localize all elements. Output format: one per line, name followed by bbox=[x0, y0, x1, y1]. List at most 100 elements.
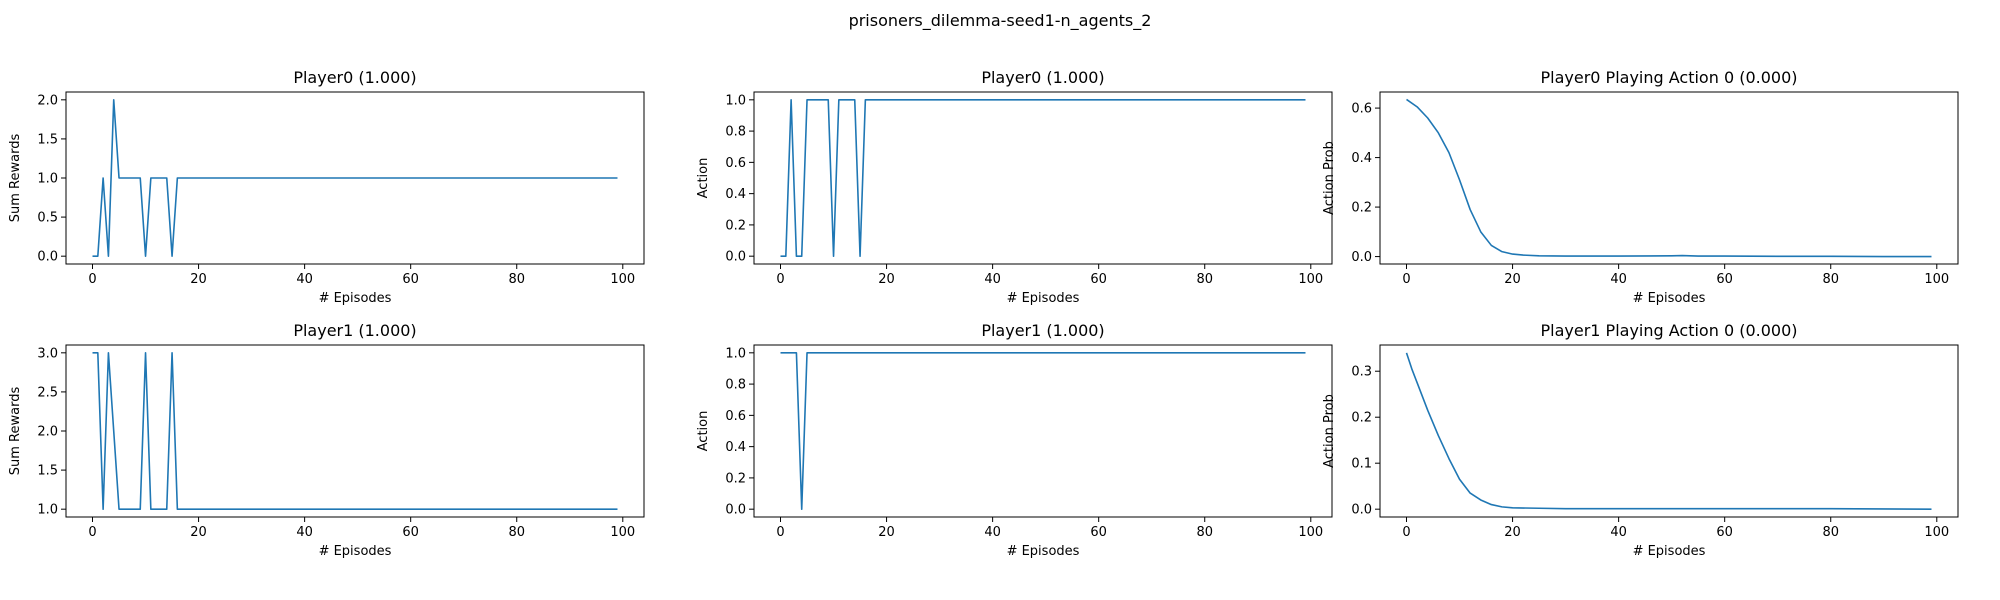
chart-5-ytick-label: 0.0 bbox=[1351, 503, 1372, 518]
chart-0-ylabel: Sum Rewards bbox=[8, 134, 23, 223]
chart-1-xtick-label: 80 bbox=[1196, 272, 1213, 287]
chart-1-xlabel: # Episodes bbox=[1007, 291, 1080, 306]
figure-suptitle: prisoners_dilemma-seed1-n_agents_2 bbox=[849, 11, 1152, 31]
chart-4-ytick-label: 0.2 bbox=[725, 471, 746, 486]
chart-3-xtick-label: 40 bbox=[296, 525, 313, 540]
chart-4-xlabel: # Episodes bbox=[1007, 544, 1080, 559]
chart-4-ytick-label: 0.0 bbox=[725, 503, 746, 518]
chart-3: 0 20 40 60 80 100 1.0 1.5 2.0 2.5 3.0 Player1 (1.00… bbox=[8, 321, 645, 559]
chart-1-xtick-label: 60 bbox=[1090, 272, 1107, 287]
chart-4-ytick-label: 1.0 bbox=[725, 346, 746, 361]
chart-1-ytick-label: 0.4 bbox=[725, 187, 746, 202]
chart-1-series-line bbox=[780, 99, 1306, 257]
chart-5-xtick-label: 80 bbox=[1822, 525, 1839, 540]
chart-1-ytick-label: 1.0 bbox=[725, 93, 746, 108]
chart-2-xtick-label: 20 bbox=[1504, 272, 1521, 287]
chart-5-ylabel: Action Prob bbox=[1322, 394, 1337, 468]
chart-4-ytick-label: 0.4 bbox=[725, 440, 746, 455]
chart-2-ytick-label: 0.6 bbox=[1351, 102, 1372, 117]
chart-4: 0 20 40 60 80 100 0.0 0.2 0.4 0.6 0.8 1.0 Player1 (1… bbox=[696, 321, 1333, 559]
chart-1-title: Player0 (1.000) bbox=[981, 68, 1104, 87]
chart-2-xlabel: # Episodes bbox=[1633, 291, 1706, 306]
chart-5-ytick-label: 0.1 bbox=[1351, 457, 1372, 472]
chart-3-ytick-label: 2.0 bbox=[37, 425, 58, 440]
chart-0-xtick-label: 20 bbox=[190, 272, 207, 287]
chart-4-xtick-label: 0 bbox=[776, 525, 784, 540]
chart-1-ytick-label: 0.8 bbox=[725, 125, 746, 140]
chart-5-xtick-label: 100 bbox=[1924, 525, 1949, 540]
chart-5-xtick-label: 60 bbox=[1716, 525, 1733, 540]
chart-2-ylabel: Action Prob bbox=[1322, 141, 1337, 215]
chart-0-xtick-label: 80 bbox=[508, 272, 525, 287]
chart-3-xtick-label: 80 bbox=[508, 525, 525, 540]
chart-0-ytick-label: 1.5 bbox=[37, 132, 58, 147]
chart-3-xtick-label: 20 bbox=[190, 525, 207, 540]
chart-2-xtick-label: 40 bbox=[1610, 272, 1627, 287]
chart-5-axes-frame bbox=[1379, 344, 1959, 518]
chart-4-xtick-label: 20 bbox=[878, 525, 895, 540]
chart-3-series-line bbox=[92, 352, 618, 510]
chart-4-series-line bbox=[780, 352, 1306, 510]
chart-3-xtick-label: 100 bbox=[610, 525, 635, 540]
chart-3-xtick-label: 60 bbox=[402, 525, 419, 540]
chart-2: 0 20 40 60 80 100 0.0 0.2 0.4 0.6 Player0 Playing … bbox=[1322, 68, 1959, 306]
chart-5-ytick-label: 0.2 bbox=[1351, 411, 1372, 426]
chart-1-xtick-label: 20 bbox=[878, 272, 895, 287]
chart-5-xtick-label: 40 bbox=[1610, 525, 1627, 540]
chart-3-ylabel: Sum Rewards bbox=[8, 387, 23, 476]
chart-0-series-line bbox=[92, 99, 618, 257]
chart-2-axes-frame bbox=[1379, 91, 1959, 265]
chart-4-title: Player1 (1.000) bbox=[981, 321, 1104, 340]
chart-0-xlabel: # Episodes bbox=[319, 291, 392, 306]
chart-1: 0 20 40 60 80 100 0.0 0.2 0.4 0.6 0.8 1.0 Player0 (1… bbox=[696, 68, 1333, 306]
chart-4-xtick-label: 100 bbox=[1298, 525, 1323, 540]
chart-3-ytick-label: 2.5 bbox=[37, 385, 58, 400]
chart-4-xtick-label: 40 bbox=[984, 525, 1001, 540]
chart-4-xtick-label: 80 bbox=[1196, 525, 1213, 540]
chart-3-ytick-label: 3.0 bbox=[37, 346, 58, 361]
chart-5-xtick-label: 20 bbox=[1504, 525, 1521, 540]
chart-0-xtick-label: 40 bbox=[296, 272, 313, 287]
chart-2-ytick-label: 0.0 bbox=[1351, 250, 1372, 265]
chart-1-ytick-label: 0.2 bbox=[725, 218, 746, 233]
chart-5-xtick-label: 0 bbox=[1402, 525, 1410, 540]
chart-2-xtick-label: 0 bbox=[1402, 272, 1410, 287]
chart-2-ytick-label: 0.2 bbox=[1351, 201, 1372, 216]
chart-1-ytick-label: 0.0 bbox=[725, 250, 746, 265]
chart-5-xlabel: # Episodes bbox=[1633, 544, 1706, 559]
chart-5-ytick-label: 0.3 bbox=[1351, 365, 1372, 380]
chart-0-xtick-label: 100 bbox=[610, 272, 635, 287]
chart-0: 0 20 40 60 80 100 0.0 0.5 1.0 1.5 2.0 Player0 (1.00… bbox=[8, 68, 645, 306]
chart-4-xtick-label: 60 bbox=[1090, 525, 1107, 540]
chart-0-xtick-label: 0 bbox=[88, 272, 96, 287]
chart-2-ytick-label: 0.4 bbox=[1351, 151, 1372, 166]
chart-2-xtick-label: 80 bbox=[1822, 272, 1839, 287]
chart-0-ytick-label: 2.0 bbox=[37, 93, 58, 108]
chart-5-series-line bbox=[1405, 352, 1932, 510]
chart-4-ylabel: Action bbox=[696, 411, 711, 452]
chart-3-xlabel: # Episodes bbox=[319, 544, 392, 559]
chart-1-ytick-label: 0.6 bbox=[725, 156, 746, 171]
chart-0-ytick-label: 1.0 bbox=[37, 172, 58, 187]
chart-4-ytick-label: 0.6 bbox=[725, 409, 746, 424]
chart-2-series-line bbox=[1406, 98, 1932, 258]
chart-2-xtick-label: 60 bbox=[1716, 272, 1733, 287]
chart-1-axes-frame bbox=[753, 91, 1333, 265]
chart-4-ytick-label: 0.8 bbox=[725, 378, 746, 393]
chart-2-xtick-label: 100 bbox=[1924, 272, 1949, 287]
chart-3-xtick-label: 0 bbox=[88, 525, 96, 540]
chart-2-title: Player0 Playing Action 0 (0.000) bbox=[1541, 68, 1798, 87]
chart-5: 0 20 40 60 80 100 0.0 0.1 0.2 0.3 Player1 Playing … bbox=[1322, 321, 1959, 559]
chart-5-title: Player1 Playing Action 0 (0.000) bbox=[1541, 321, 1798, 340]
chart-0-title: Player0 (1.000) bbox=[293, 68, 416, 87]
chart-1-ylabel: Action bbox=[696, 158, 711, 199]
chart-0-xtick-label: 60 bbox=[402, 272, 419, 287]
chart-4-axes-frame bbox=[753, 344, 1333, 518]
chart-3-ytick-label: 1.0 bbox=[37, 503, 58, 518]
chart-3-axes-frame bbox=[65, 344, 645, 518]
chart-1-xtick-label: 40 bbox=[984, 272, 1001, 287]
chart-1-xtick-label: 100 bbox=[1298, 272, 1323, 287]
chart-1-xtick-label: 0 bbox=[776, 272, 784, 287]
chart-0-ytick-label: 0.5 bbox=[37, 211, 58, 226]
